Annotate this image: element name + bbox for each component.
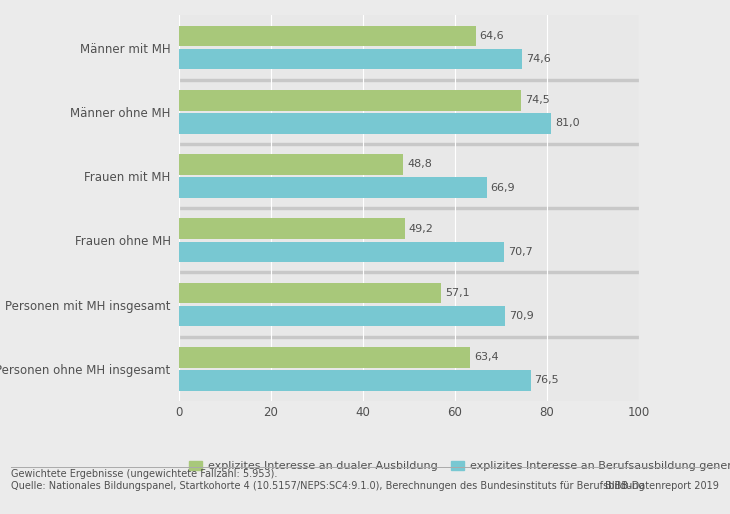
Bar xyxy=(179,79,639,81)
Bar xyxy=(179,218,405,239)
Bar xyxy=(179,208,639,272)
Text: 63,4: 63,4 xyxy=(474,352,499,362)
Legend: explizites Interesse an dualer Ausbildung, explizites Interesse an Berufsausbild: explizites Interesse an dualer Ausbildun… xyxy=(185,456,730,476)
Bar xyxy=(179,144,639,208)
Bar xyxy=(179,90,521,111)
Bar xyxy=(179,283,442,303)
Text: Gewichtete Ergebnisse (ungewichtete Fallzahl: 5.953).: Gewichtete Ergebnisse (ungewichtete Fall… xyxy=(11,469,277,479)
Bar xyxy=(179,26,476,46)
Bar xyxy=(179,207,639,209)
Text: 74,5: 74,5 xyxy=(525,95,550,105)
Text: 49,2: 49,2 xyxy=(409,224,434,234)
Text: 70,9: 70,9 xyxy=(509,311,534,321)
Bar xyxy=(179,15,639,80)
Bar xyxy=(179,272,639,337)
Text: 74,6: 74,6 xyxy=(526,54,550,64)
Text: BIBB-Datenreport 2019: BIBB-Datenreport 2019 xyxy=(605,481,719,491)
Text: 64,6: 64,6 xyxy=(480,31,504,41)
Bar xyxy=(179,143,639,145)
Text: 76,5: 76,5 xyxy=(534,375,559,386)
Text: Quelle: Nationales Bildungspanel, Startkohorte 4 (10.5157/NEPS:SC4:9.1.0), Berec: Quelle: Nationales Bildungspanel, Startk… xyxy=(11,481,645,491)
Bar xyxy=(179,113,551,134)
Bar xyxy=(179,177,486,198)
Text: 57,1: 57,1 xyxy=(445,288,470,298)
Text: 66,9: 66,9 xyxy=(491,182,515,193)
Bar xyxy=(179,242,504,262)
Text: 70,7: 70,7 xyxy=(507,247,532,257)
Bar xyxy=(179,347,470,368)
Bar xyxy=(179,337,639,401)
Bar xyxy=(179,370,531,391)
Bar xyxy=(179,154,403,175)
Bar xyxy=(179,49,522,69)
Text: 81,0: 81,0 xyxy=(555,118,580,128)
Bar xyxy=(179,80,639,144)
Bar xyxy=(179,336,639,338)
Bar xyxy=(179,271,639,273)
Bar xyxy=(179,306,505,326)
Text: 48,8: 48,8 xyxy=(407,159,432,170)
